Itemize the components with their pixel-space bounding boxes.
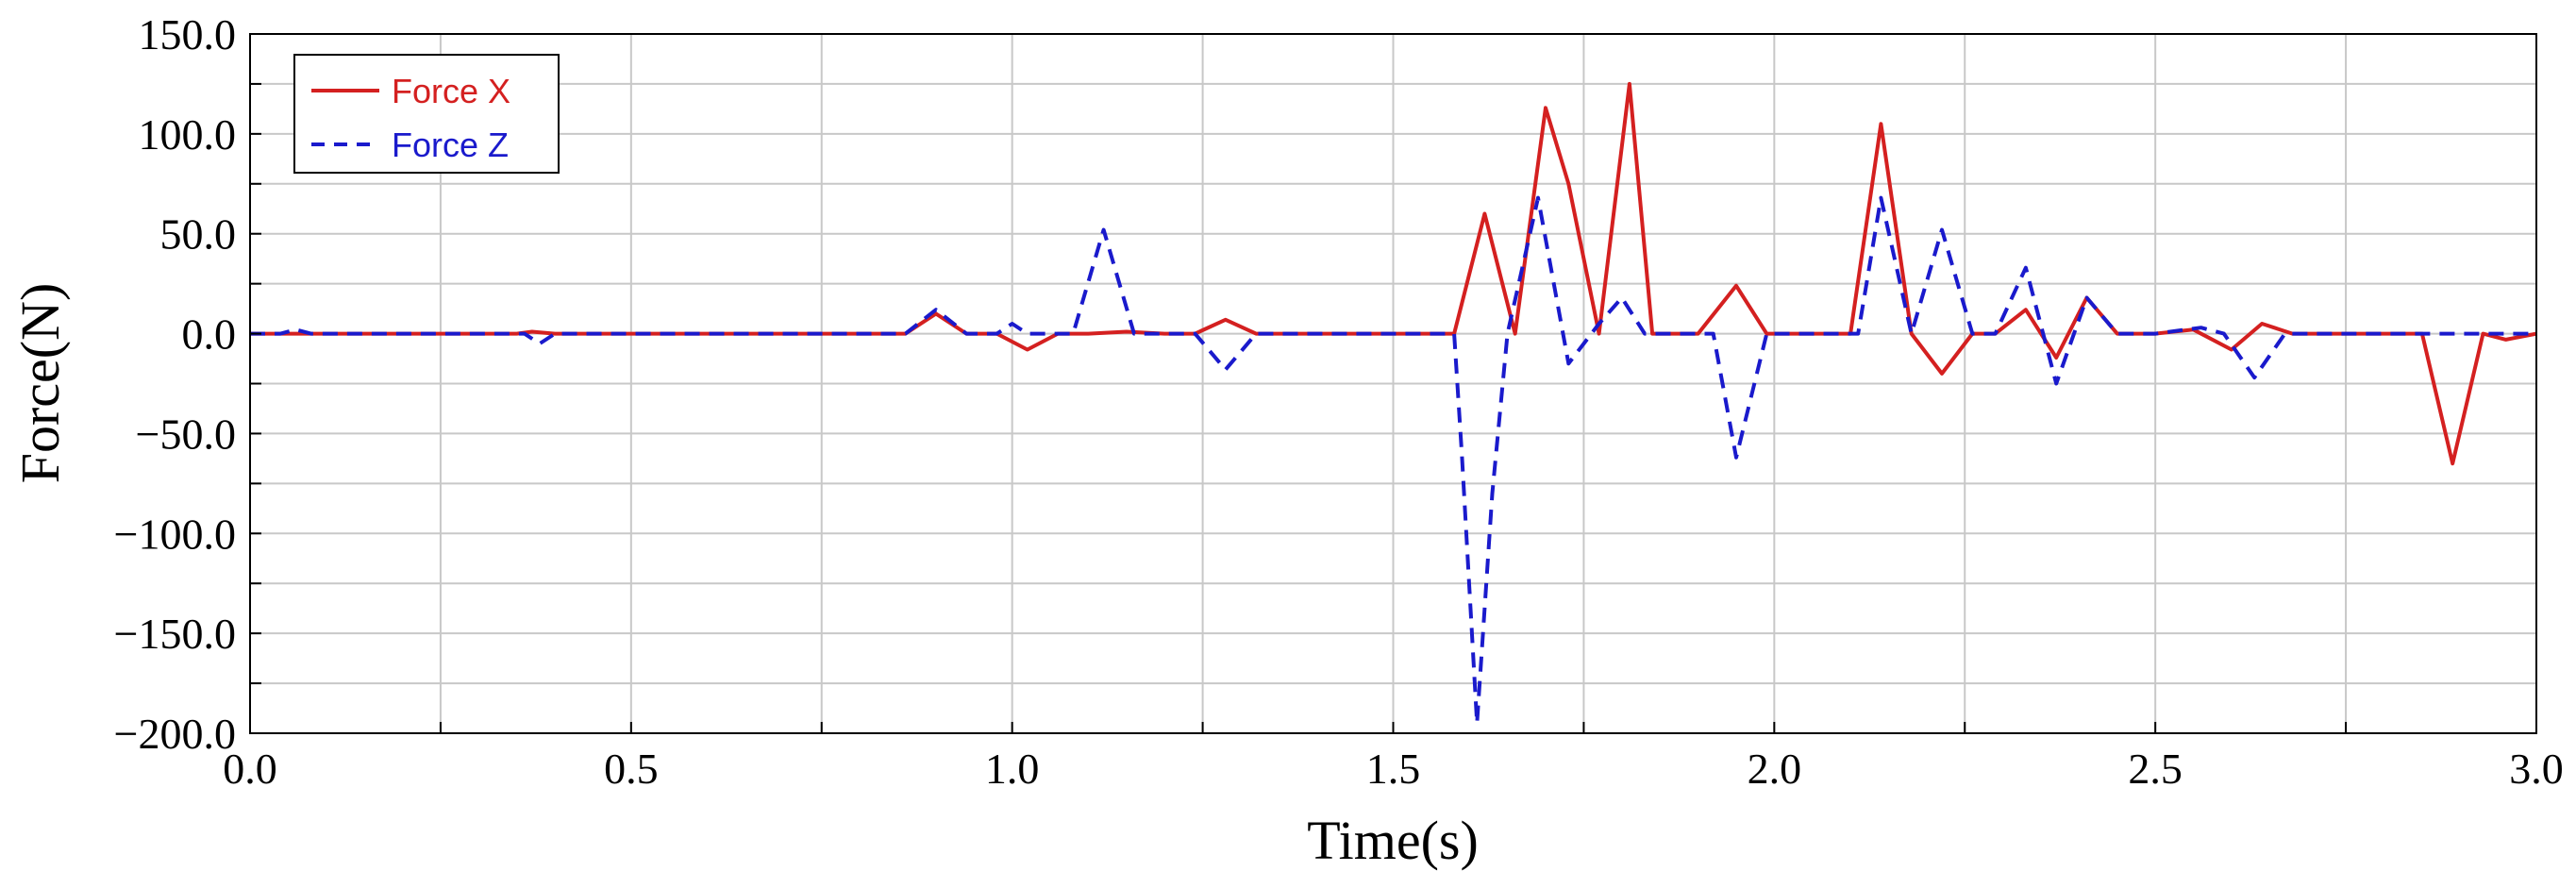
x-tick-label: 2.5 bbox=[2128, 745, 2183, 793]
series-line-force-x bbox=[250, 81, 2537, 466]
y-tick-label: −50.0 bbox=[136, 410, 236, 458]
ticks-layer: 0.0 0.5 1.0 1.5 2.0 2.5 3.0 150.0 100.0 50.0 0.0 −5… bbox=[114, 10, 2564, 793]
legend-label-force-z: Force Z bbox=[392, 126, 509, 164]
legend-box bbox=[293, 54, 560, 174]
x-tick-label: 1.5 bbox=[1366, 745, 1421, 793]
y-tick-label: 150.0 bbox=[139, 10, 237, 59]
y-tick-label: −100.0 bbox=[114, 510, 236, 558]
legend-label-force-x: Force X bbox=[392, 72, 510, 110]
series-line-force-z bbox=[250, 195, 2536, 726]
y-axis-label: Force(N) bbox=[9, 283, 71, 484]
x-tick-label: 0.0 bbox=[223, 745, 277, 793]
x-tick-label: 2.0 bbox=[1748, 745, 1802, 793]
series-layer bbox=[250, 81, 2537, 726]
y-tick-label: 50.0 bbox=[160, 210, 237, 259]
y-tick-label: −200.0 bbox=[114, 710, 236, 758]
y-tick-label: 100.0 bbox=[139, 110, 237, 159]
x-tick-label: 0.5 bbox=[604, 745, 659, 793]
x-tick-label: 3.0 bbox=[2509, 745, 2564, 793]
y-tick-label: −150.0 bbox=[114, 610, 236, 658]
y-tick-label: 0.0 bbox=[182, 310, 237, 359]
x-axis-label: Time(s) bbox=[1307, 810, 1479, 871]
x-tick-label: 1.0 bbox=[985, 745, 1040, 793]
legend: Force X Force Z bbox=[293, 54, 560, 174]
